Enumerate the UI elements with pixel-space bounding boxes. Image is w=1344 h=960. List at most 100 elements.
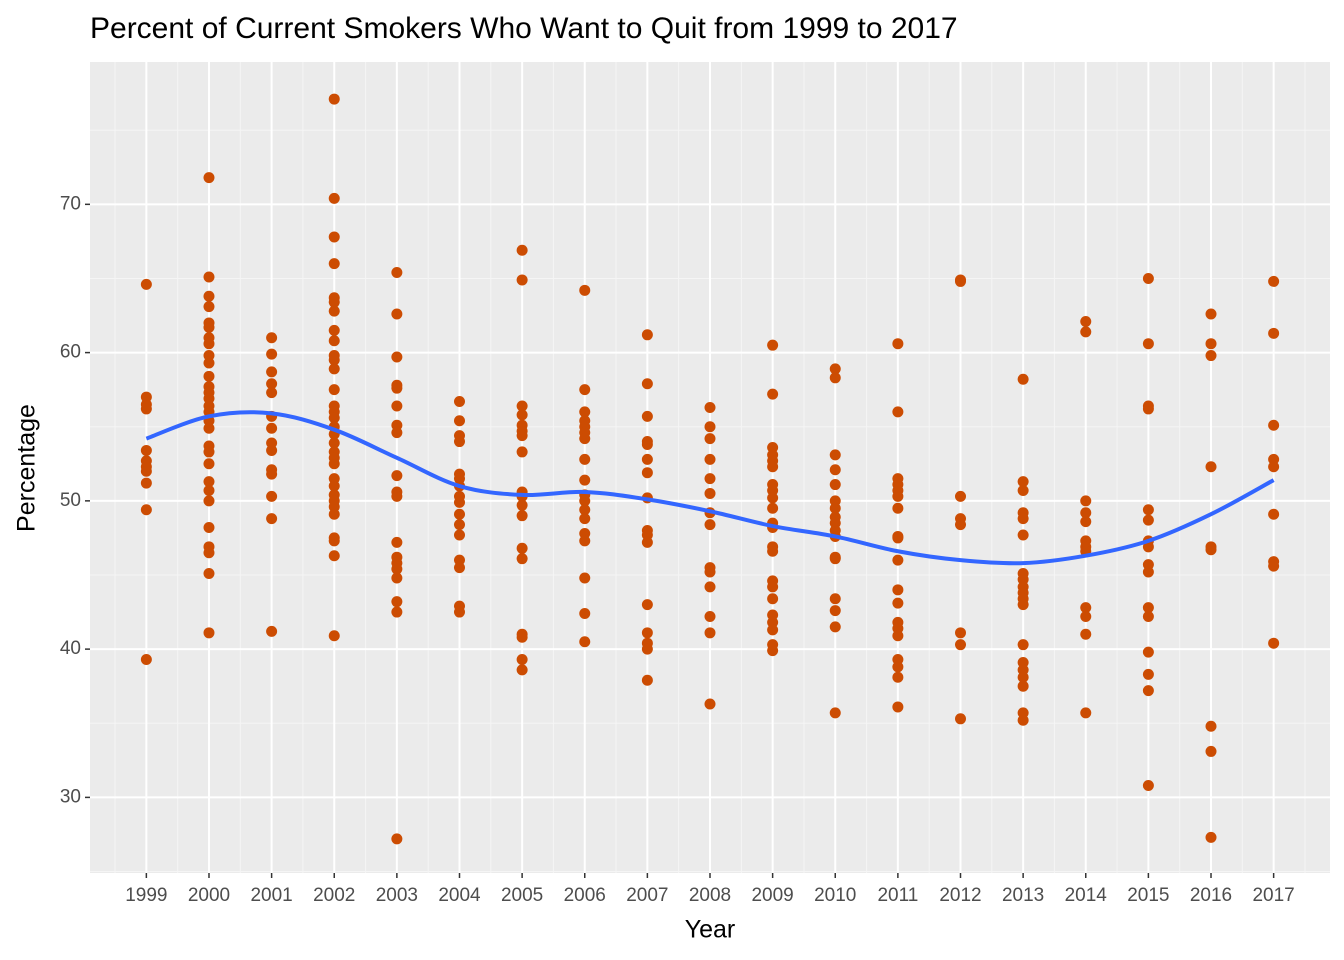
chart-title: Percent of Current Smokers Who Want to Q… (90, 12, 958, 45)
point (266, 422, 278, 434)
point (1080, 495, 1092, 507)
point (391, 308, 403, 320)
point (1017, 639, 1029, 651)
point (391, 596, 403, 608)
point (829, 502, 841, 514)
point (1142, 780, 1154, 792)
point (266, 366, 278, 378)
x-tick-label: 2017 (1252, 885, 1294, 906)
point (579, 608, 591, 620)
point (453, 496, 465, 508)
point (641, 410, 653, 422)
point (266, 444, 278, 456)
point (140, 477, 152, 489)
point (516, 553, 528, 565)
point (516, 446, 528, 458)
point (1017, 714, 1029, 726)
point (1080, 315, 1092, 327)
x-tick-label: 2005 (501, 885, 543, 906)
point (641, 643, 653, 655)
point (391, 427, 403, 439)
point (203, 290, 215, 302)
point (328, 412, 340, 424)
point (955, 627, 967, 639)
point (140, 504, 152, 516)
point (1268, 508, 1280, 520)
point (1142, 668, 1154, 680)
point (892, 502, 904, 514)
point (516, 499, 528, 511)
x-tick-label: 2006 (564, 885, 606, 906)
point (1205, 720, 1217, 732)
point (704, 433, 716, 445)
x-tick-label: 2001 (250, 885, 292, 906)
point (892, 554, 904, 566)
point (892, 661, 904, 673)
point (579, 406, 591, 418)
point (641, 627, 653, 639)
x-tick-label: 2010 (814, 885, 856, 906)
point (955, 490, 967, 502)
point (328, 363, 340, 375)
point (516, 631, 528, 643)
x-tick-label: 2004 (438, 885, 481, 906)
point (704, 401, 716, 413)
x-tick-label: 2008 (689, 885, 731, 906)
x-tick-label: 2015 (1127, 885, 1169, 906)
point (266, 490, 278, 502)
point (391, 267, 403, 279)
point (328, 535, 340, 547)
point (1205, 350, 1217, 362)
point (704, 487, 716, 499)
point (328, 335, 340, 347)
point (579, 453, 591, 465)
point (1017, 484, 1029, 496)
point (391, 400, 403, 412)
y-tick-label: 40 (60, 638, 81, 659)
point (328, 437, 340, 449)
point (1205, 338, 1217, 350)
point (704, 566, 716, 578)
point (892, 630, 904, 642)
point (579, 495, 591, 507)
point (203, 476, 215, 488)
point (1017, 529, 1029, 541)
point (704, 421, 716, 433)
point (1017, 476, 1029, 488)
point (328, 305, 340, 317)
x-tick-label: 2007 (626, 885, 668, 906)
point (1142, 646, 1154, 658)
point (641, 378, 653, 390)
point (328, 324, 340, 336)
point (140, 444, 152, 456)
point (767, 624, 779, 636)
point (579, 284, 591, 296)
point (453, 415, 465, 427)
point (641, 467, 653, 479)
y-axis-title: Percentage (13, 404, 41, 532)
point (829, 621, 841, 633)
point (516, 654, 528, 666)
point (641, 439, 653, 451)
point (1142, 685, 1154, 697)
point (203, 484, 215, 496)
point (1080, 707, 1092, 719)
point (579, 433, 591, 445)
point (1017, 680, 1029, 692)
point (140, 654, 152, 666)
point (704, 473, 716, 485)
point (892, 701, 904, 713)
point (203, 446, 215, 458)
point (266, 387, 278, 399)
point (1080, 326, 1092, 338)
point (704, 611, 716, 623)
point (579, 384, 591, 396)
point (579, 504, 591, 516)
point (203, 627, 215, 639)
point (829, 605, 841, 617)
point (1142, 338, 1154, 350)
point (1017, 513, 1029, 525)
point (140, 403, 152, 415)
y-tick-label: 50 (60, 490, 81, 511)
